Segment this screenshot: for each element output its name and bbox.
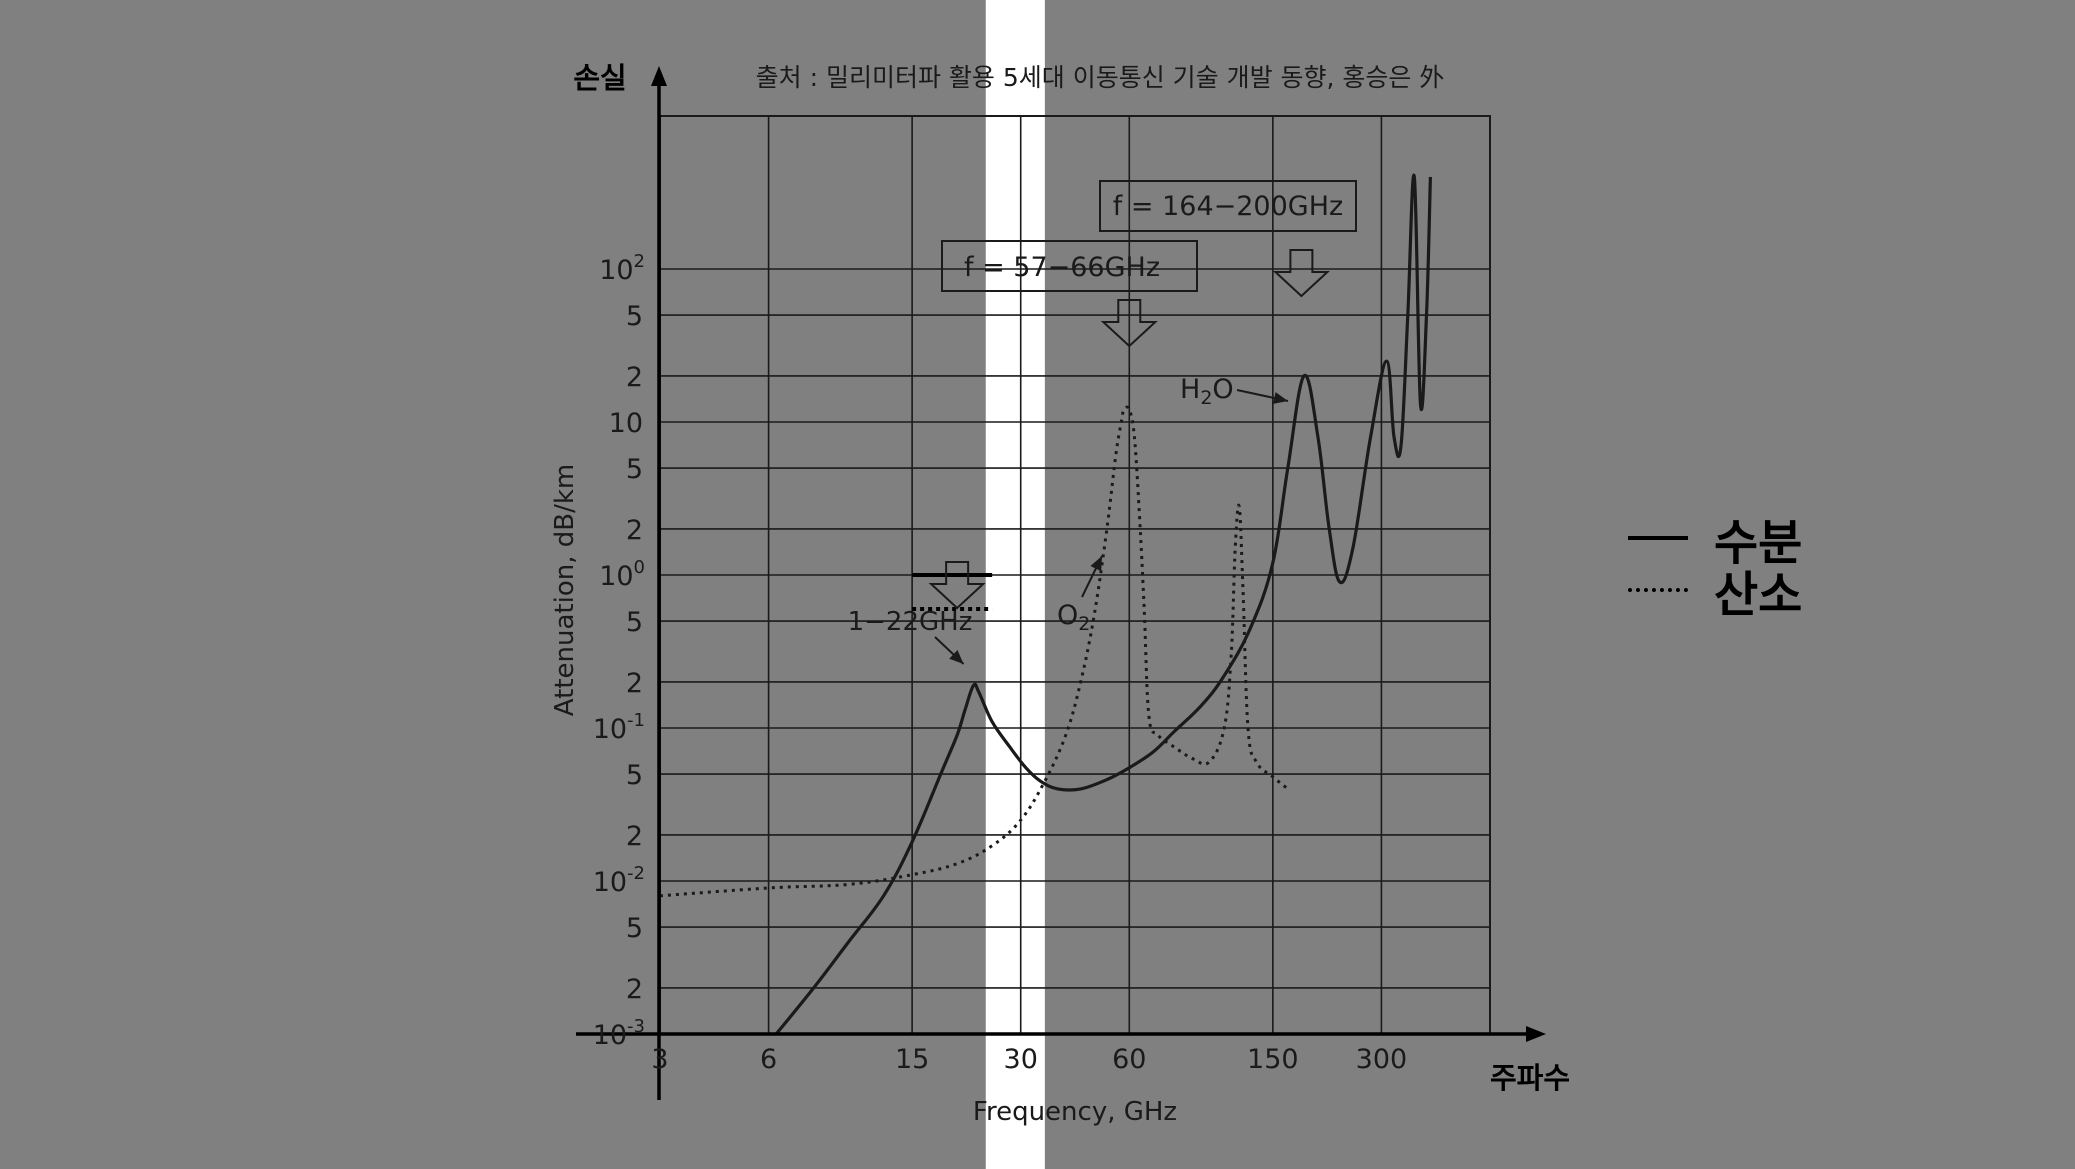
annotation-box	[1099, 180, 1357, 232]
series-layer	[659, 173, 1432, 1036]
source-note: 출처 : 밀리미터파 활용 5세대 이동통신 기술 개발 동향, 홍승은 外	[756, 63, 1445, 92]
y-tick-label: 10-3	[593, 1016, 645, 1051]
legend-label: 수분	[1714, 515, 1803, 571]
legend-item-water: 수분	[1628, 512, 1802, 571]
y-tick-label: 100	[599, 557, 645, 592]
x-tick-label: 60	[1112, 1044, 1146, 1075]
y-axis-title: 손실	[573, 61, 626, 95]
solid-line-swatch	[1628, 536, 1688, 540]
y-tick-label: 2	[626, 974, 643, 1005]
tick-labels: 3 6 15 30 60 150 30010-32510-22510-12510025102…	[593, 251, 1408, 1075]
y-tick-label: 2	[626, 668, 643, 699]
annotation-text-h2o: H2O	[1180, 374, 1234, 409]
x-axis-arrow-icon	[1526, 1026, 1546, 1042]
y-axis-arrow-icon	[651, 66, 667, 86]
x-axis-title: 주파수	[1490, 1061, 1570, 1095]
x-tick-label: 150	[1247, 1044, 1299, 1075]
y-tick-label: 2	[626, 821, 643, 852]
highlight-band	[985, 0, 1045, 1169]
y-tick-label: 102	[599, 251, 645, 286]
dotted-line-swatch	[1628, 588, 1688, 592]
annotation-text-164-200ghz: f = 164−200GHz	[1113, 191, 1343, 222]
x-axis-label: Frequency, GHz	[973, 1097, 1177, 1127]
annotation-text-o2: O2	[1057, 600, 1090, 635]
legend-item-oxygen: 산소	[1628, 564, 1802, 623]
series-line-oxygen	[659, 405, 1289, 898]
annotation-text-1-22ghz: 1−22GHz	[848, 607, 973, 637]
down-arrow-icon	[928, 561, 986, 610]
y-tick-label: 5	[626, 607, 643, 638]
y-tick-label: 2	[626, 515, 643, 546]
annotation-layer: f = 164−200GHz f = 57−66GHz 1−22GHz O2 H2O	[848, 180, 1357, 665]
down-arrow-icon	[1100, 299, 1158, 348]
pointer-arrow-head	[1273, 392, 1288, 404]
x-tick-label: 3	[651, 1044, 668, 1075]
x-tick-label: 6	[760, 1044, 777, 1075]
y-tick-label: 10-2	[593, 863, 645, 898]
annotation-box	[941, 240, 1198, 292]
x-tick-label: 15	[895, 1044, 929, 1075]
y-tick-label: 5	[626, 454, 643, 485]
pointer-arrow-head	[1090, 556, 1102, 572]
y-tick-label: 10-1	[593, 710, 645, 745]
series-line-water	[774, 173, 1432, 1036]
x-tick-label: 30	[1004, 1044, 1038, 1075]
down-arrow-icon	[1272, 249, 1330, 298]
x-tick-label: 300	[1356, 1044, 1408, 1075]
y-axis-label: Attenuation, dB/km	[550, 464, 580, 716]
y-tick-label: 2	[626, 362, 643, 393]
axes-layer	[576, 66, 1546, 1100]
annotation-text-57-66ghz: f = 57−66GHz	[964, 252, 1160, 283]
legend: 수분 산소	[1628, 512, 1802, 623]
y-tick-label: 5	[626, 913, 643, 944]
pointer-arrow-head	[949, 650, 964, 664]
y-tick-label: 5	[626, 760, 643, 791]
y-tick-label: 10	[609, 408, 643, 439]
legend-label: 산소	[1714, 567, 1803, 623]
y-tick-label: 5	[626, 301, 643, 332]
